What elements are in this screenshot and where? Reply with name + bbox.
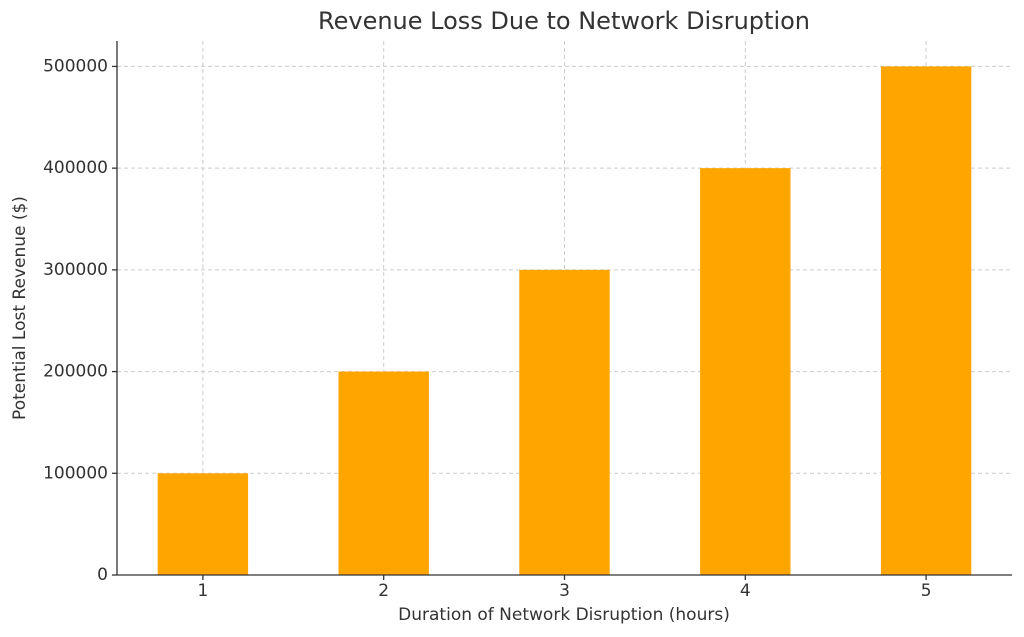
y-tick-label: 300000 <box>43 260 108 280</box>
y-axis-label: Potential Lost Revenue ($) <box>10 196 30 420</box>
bar <box>880 66 972 575</box>
bar <box>519 269 610 575</box>
x-axis-label: Duration of Network Disruption (hours) <box>398 605 730 625</box>
y-tick-label: 400000 <box>43 158 108 178</box>
x-tick-label: 2 <box>378 581 389 601</box>
bar <box>338 371 429 575</box>
y-tick-label: 0 <box>97 565 108 585</box>
y-tick-label: 500000 <box>43 56 108 76</box>
chart-title: Revenue Loss Due to Network Disruption <box>318 7 810 35</box>
bar <box>700 168 791 575</box>
x-tick-label: 3 <box>559 581 570 601</box>
x-tick-label: 1 <box>197 581 208 601</box>
y-tick-label: 200000 <box>43 362 108 382</box>
y-tick-label: 100000 <box>43 463 108 483</box>
x-tick-label: 5 <box>921 581 932 601</box>
bar <box>157 473 249 575</box>
x-tick-label: 4 <box>740 581 751 601</box>
